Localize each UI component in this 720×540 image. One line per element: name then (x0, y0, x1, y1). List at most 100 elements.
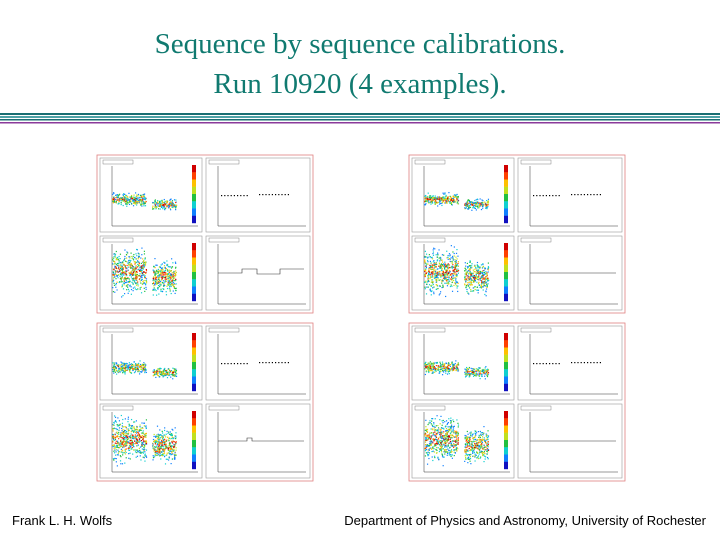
dot (433, 439, 435, 441)
dot (118, 444, 120, 446)
dot (170, 202, 172, 205)
dot (481, 436, 484, 438)
dot (469, 274, 472, 276)
dot (168, 443, 171, 445)
dot (140, 279, 143, 281)
dot (432, 438, 434, 440)
dot (450, 442, 452, 444)
dot (480, 456, 482, 458)
dot (425, 370, 427, 372)
dot (478, 275, 480, 277)
dot (171, 282, 173, 284)
dot (159, 434, 161, 436)
dot (144, 363, 146, 365)
dot (120, 370, 122, 372)
dot (119, 436, 121, 438)
dot (472, 290, 475, 292)
dot (120, 273, 122, 275)
dot (471, 371, 473, 373)
dot (164, 207, 167, 209)
dot (434, 196, 436, 199)
dot (442, 369, 444, 372)
dot (124, 271, 126, 273)
dot (171, 272, 173, 274)
dot (157, 438, 160, 441)
dot (476, 269, 478, 272)
dot (433, 422, 435, 424)
dot (485, 281, 488, 283)
dot (137, 258, 139, 260)
dot (120, 203, 122, 206)
dot (472, 205, 475, 208)
dot (133, 428, 135, 430)
dot (122, 429, 124, 431)
dot (434, 431, 436, 433)
dot (127, 269, 129, 271)
dot (171, 283, 173, 286)
dot (469, 440, 471, 443)
dot (127, 252, 129, 254)
dot (164, 202, 166, 205)
dot (123, 260, 125, 262)
dot (441, 365, 443, 367)
color-bar (192, 201, 196, 209)
dot (170, 292, 172, 295)
dot (431, 372, 433, 374)
point (533, 195, 535, 197)
dot (477, 289, 480, 291)
dot (127, 435, 129, 437)
dot (471, 373, 474, 375)
dot (426, 286, 428, 288)
dot (138, 269, 141, 272)
dot (451, 445, 453, 447)
dot (170, 450, 172, 452)
dot (159, 453, 161, 455)
dot (168, 373, 170, 375)
dot (483, 271, 486, 274)
dot (165, 433, 167, 435)
dot (132, 437, 134, 440)
dot (160, 454, 163, 457)
dot (159, 275, 161, 277)
dot (124, 276, 127, 278)
dot (440, 442, 442, 444)
dot (153, 440, 155, 443)
dot (451, 201, 453, 204)
dot (112, 287, 114, 289)
dot (171, 445, 173, 447)
dot (473, 287, 475, 289)
dot (482, 263, 484, 266)
dot (175, 289, 177, 292)
color-bar (504, 165, 508, 173)
dot (127, 266, 129, 268)
dot (466, 369, 468, 371)
point (265, 194, 267, 196)
dot (156, 206, 158, 208)
dot (429, 264, 431, 266)
dot (431, 441, 433, 443)
dot (468, 374, 471, 376)
dot (443, 451, 445, 453)
point (262, 194, 264, 196)
dot (425, 253, 428, 255)
color-bar (192, 172, 196, 180)
dot (174, 369, 176, 372)
point (240, 195, 242, 197)
dot (154, 273, 156, 275)
dot (154, 440, 157, 443)
dot (139, 365, 141, 367)
dot (121, 268, 124, 270)
dot (474, 285, 476, 288)
dot (445, 367, 448, 369)
dot (114, 272, 116, 274)
dot (122, 288, 125, 290)
dot (133, 278, 135, 280)
dot (112, 368, 114, 370)
dot (425, 426, 427, 428)
dot (430, 439, 432, 442)
dot (442, 286, 444, 288)
dot (451, 290, 454, 292)
dot (121, 197, 123, 200)
dot (434, 200, 436, 203)
dot (169, 266, 171, 268)
